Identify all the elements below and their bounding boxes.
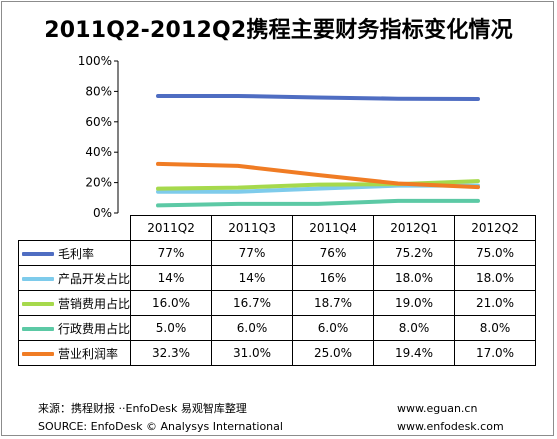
data-label: 5.0% (130, 315, 213, 341)
data-label: 75.0% (454, 240, 537, 266)
url-enfodesk[interactable]: www.enfodesk.com (397, 420, 504, 433)
data-label: 17.0% (454, 340, 537, 366)
series-lines (156, 93, 480, 208)
legend-entry: 行政费用占比 (17, 315, 132, 341)
legend-swatch (22, 327, 54, 331)
table-row: 行政费用占比 5.0% 6.0% 6.0% 8.0% 8.0% (17, 315, 537, 341)
data-label: 18.0% (373, 265, 456, 291)
x-tick-label: 2011Q3 (211, 215, 294, 241)
table-row: 营业利润率 32.3% 31.0% 25.0% 19.4% 17.0% (17, 340, 537, 366)
data-label: 6.0% (211, 315, 294, 341)
data-label: 16.7% (211, 290, 294, 316)
data-label: 16% (292, 265, 375, 291)
legend-swatch (22, 352, 54, 356)
source-cn: 来源：携程财报 ··EnfoDesk 易观智库整理 (38, 402, 247, 415)
y-axis: 0%20%40%60%80%100% (78, 54, 119, 220)
data-label: 19.0% (373, 290, 456, 316)
x-tick-label: 2011Q4 (292, 215, 375, 241)
y-tick-label: 100% (78, 54, 112, 68)
y-tick-label: 60% (85, 115, 112, 129)
data-label: 31.0% (211, 340, 294, 366)
x-tick-label: 2011Q2 (130, 215, 213, 241)
data-table: 2011Q2 2011Q3 2011Q4 2012Q1 2012Q2 毛利率 77% 77%… (17, 215, 537, 366)
series-name: 行政费用占比 (58, 321, 131, 336)
table-corner (18, 215, 132, 241)
data-label: 77% (130, 240, 213, 266)
table-header-row: 2011Q2 2011Q3 2011Q4 2012Q1 2012Q2 (18, 215, 537, 241)
series-name: 毛利率 (58, 246, 95, 261)
y-tick-label: 20% (85, 176, 112, 190)
table-row: 产品开发占比 14% 14% 16% 18.0% 18.0% (17, 265, 537, 291)
data-label: 8.0% (454, 315, 537, 341)
x-tick-label: 2012Q2 (454, 215, 537, 241)
data-label: 18.7% (292, 290, 375, 316)
data-label: 32.3% (130, 340, 213, 366)
series-name: 产品开发占比 (58, 271, 131, 286)
data-label: 77% (211, 240, 294, 266)
table-row: 营销费用占比 16.0% 16.7% 18.7% 19.0% 21.0% (17, 290, 537, 316)
data-label: 14% (211, 265, 294, 291)
source-en: SOURCE: EnfoDesk © Analysys Internationa… (38, 420, 283, 433)
series-name: 营销费用占比 (58, 296, 131, 311)
legend-swatch (22, 252, 54, 256)
series-line-4 (156, 161, 480, 190)
table-row: 毛利率 77% 77% 76% 75.2% 75.0% (17, 240, 537, 266)
data-label: 14% (130, 265, 213, 291)
url-eguan[interactable]: www.eguan.cn (397, 402, 478, 415)
table-body: 毛利率 77% 77% 76% 75.2% 75.0% 产品开发占比 14% 14% 16% 18.… (17, 240, 537, 366)
legend-entry: 毛利率 (17, 240, 132, 266)
data-label: 16.0% (130, 290, 213, 316)
data-label: 8.0% (373, 315, 456, 341)
y-tick-label: 80% (85, 84, 112, 98)
y-tick-label: 40% (85, 145, 112, 159)
chart-title: 2011Q2-2012Q2携程主要财务指标变化情况 (44, 18, 513, 43)
series-line-3 (156, 198, 480, 208)
data-label: 19.4% (373, 340, 456, 366)
x-tick-label: 2012Q1 (373, 215, 456, 241)
legend-entry: 营业利润率 (17, 340, 132, 366)
data-label: 75.2% (373, 240, 456, 266)
data-label: 25.0% (292, 340, 375, 366)
legend-swatch (22, 277, 54, 281)
legend-entry: 产品开发占比 (17, 265, 132, 291)
legend-entry: 营销费用占比 (17, 290, 132, 316)
legend-swatch (22, 302, 54, 306)
data-label: 18.0% (454, 265, 537, 291)
data-label: 76% (292, 240, 375, 266)
data-label: 21.0% (454, 290, 537, 316)
series-line-0 (156, 93, 480, 101)
series-name: 营业利润率 (58, 346, 119, 361)
data-label: 6.0% (292, 315, 375, 341)
